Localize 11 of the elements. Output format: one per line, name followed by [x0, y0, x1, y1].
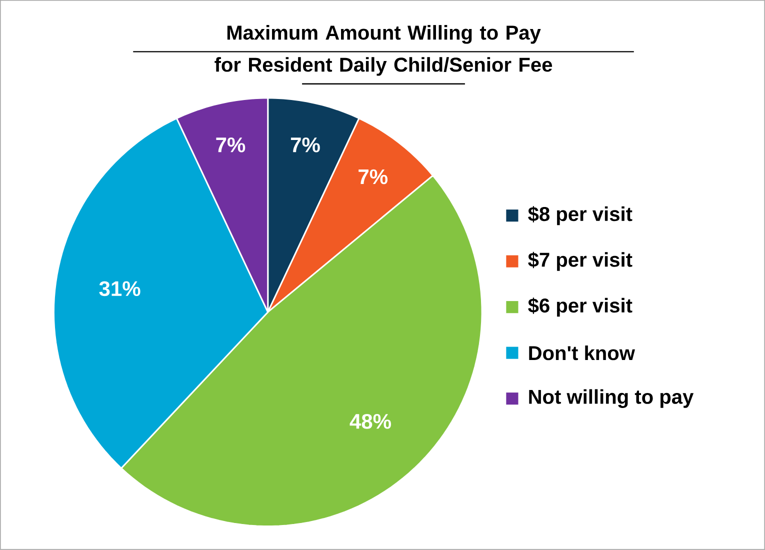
chart-title: Maximum Amount Willing to Pay for Resident Daily Child/Senior Fee — [214, 25, 552, 76]
legend-label: Don't know — [529, 346, 635, 360]
legend-label: Not willing to pay — [529, 389, 694, 408]
legend-label: $7 per visit — [528, 252, 632, 271]
data-label: 48% — [350, 414, 391, 429]
data-label: 31% — [99, 281, 140, 296]
legend-label: $8 per visit — [528, 206, 632, 226]
data-label: 7% — [216, 138, 246, 152]
data-label: 7% — [290, 138, 320, 152]
data-label: 7% — [358, 169, 388, 184]
legend-label: $6 per visit — [528, 298, 632, 317]
